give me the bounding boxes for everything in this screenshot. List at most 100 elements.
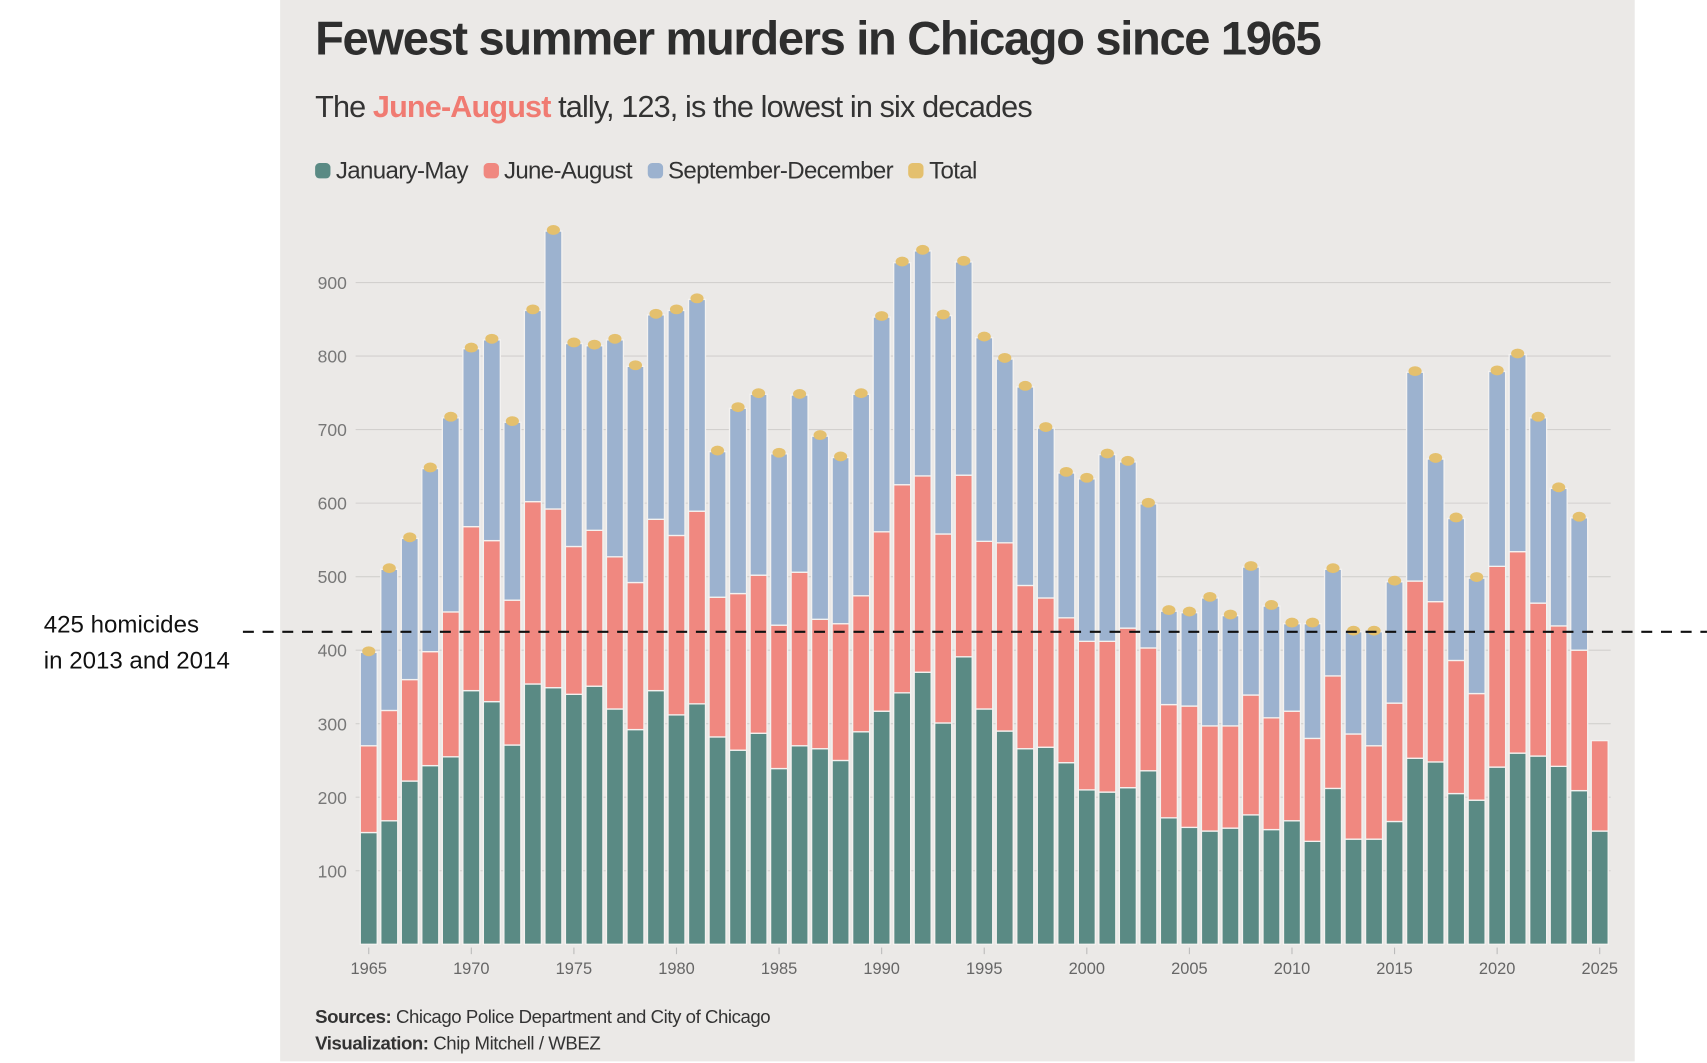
total-dot	[1121, 455, 1135, 466]
total-dot	[567, 337, 581, 348]
total-dot	[1059, 466, 1073, 477]
bar-september-december	[1549, 487, 1568, 627]
bar-january-may	[1241, 814, 1261, 945]
bar-september-december	[1118, 461, 1137, 629]
bar-january-may	[1405, 757, 1425, 945]
bar-june-august	[1549, 625, 1568, 768]
bar-january-may	[1323, 787, 1343, 945]
bar-january-may	[790, 745, 809, 945]
bar-june-august	[544, 508, 563, 689]
bar-september-december	[1016, 386, 1035, 587]
y-tick-label: 900	[318, 273, 347, 293]
bar-january-may	[544, 687, 563, 945]
bar-january-may	[995, 730, 1014, 945]
y-tick-label: 400	[318, 641, 347, 661]
total-dot	[813, 430, 827, 441]
sources-text: Chicago Police Department and City of Ch…	[391, 1006, 771, 1028]
bar-june-august	[790, 571, 809, 747]
bar-june-august	[872, 531, 891, 712]
bar-january-may	[646, 689, 666, 945]
bar-september-december	[585, 345, 604, 531]
bar-june-august	[1057, 617, 1076, 764]
legend-item-january-may: January-May	[315, 156, 468, 184]
total-dot	[1326, 563, 1340, 574]
legend-item-september-december: September-December	[647, 156, 894, 184]
bar-january-may	[1570, 789, 1589, 945]
bar-june-august	[441, 611, 460, 758]
bar-june-august	[400, 678, 419, 782]
bar-june-august	[1180, 705, 1199, 829]
bar-september-december	[851, 393, 871, 597]
total-dot	[546, 225, 560, 235]
bar-june-august	[975, 540, 994, 710]
x-tick-label: 2000	[1069, 960, 1106, 978]
bar-june-august	[1570, 649, 1589, 792]
bar-june-august	[1529, 602, 1548, 757]
y-tick-label: 600	[318, 494, 347, 514]
total-dot	[382, 563, 396, 574]
total-dot	[957, 255, 971, 266]
bar-january-may	[1159, 817, 1179, 945]
bar-june-august	[1221, 725, 1240, 829]
bar-january-may	[1344, 838, 1363, 945]
legend-label: June-August	[503, 156, 633, 184]
bar-june-august	[893, 484, 912, 694]
total-dot	[526, 304, 540, 315]
bar-june-august	[1200, 725, 1220, 832]
y-tick-label: 500	[318, 567, 347, 587]
bar-september-december	[646, 314, 666, 520]
bar-september-december	[1364, 631, 1384, 747]
footer-visualization: Visualization: Chip Mitchell / WBEZ	[315, 1033, 601, 1055]
sources-label: Sources:	[315, 1006, 392, 1028]
total-dot	[1141, 497, 1155, 508]
bar-january-may	[1529, 755, 1548, 945]
total-dot	[916, 244, 930, 255]
bar-june-august	[769, 624, 789, 770]
bar-june-august	[1241, 694, 1261, 816]
bar-september-december	[1098, 453, 1117, 643]
bar-january-may	[1098, 791, 1117, 945]
legend-item-total: Total	[908, 156, 977, 184]
bar-september-december	[462, 348, 481, 528]
subtitle-highlight: June-August	[372, 89, 551, 124]
bar-september-december	[1385, 581, 1404, 704]
total-dot	[936, 309, 950, 320]
annotation-line1: 425 homicides	[43, 610, 200, 638]
x-tick-label: 1980	[658, 960, 695, 978]
bar-september-december	[728, 407, 748, 595]
total-dot	[875, 311, 889, 321]
y-tick-label: 800	[318, 347, 347, 367]
bar-january-may	[893, 692, 912, 945]
bar-june-august	[995, 542, 1014, 732]
bar-september-december	[810, 435, 830, 620]
bar-september-december	[995, 358, 1014, 544]
total-dot	[649, 308, 663, 319]
bar-january-may	[667, 714, 686, 945]
total-dot	[1223, 609, 1237, 620]
bar-january-may	[1426, 761, 1445, 945]
bar-september-december	[831, 456, 850, 625]
bar-june-august	[913, 475, 932, 673]
bar-january-may	[1549, 765, 1568, 945]
bar-june-august	[1590, 739, 1609, 832]
total-dot	[1470, 572, 1484, 582]
bar-january-may	[1303, 840, 1322, 945]
bar-june-august	[1467, 692, 1486, 801]
total-dot	[1552, 482, 1566, 493]
bar-september-december	[1426, 458, 1445, 603]
bar-june-august	[380, 709, 399, 822]
bar-september-december	[1200, 597, 1220, 727]
bar-january-may	[1262, 828, 1281, 945]
bar-september-december	[1467, 577, 1486, 695]
footer-sources: Sources: Chicago Police Department and C…	[315, 1006, 771, 1029]
bar-june-august	[708, 596, 727, 738]
bar-september-december	[934, 314, 953, 535]
total-dot	[403, 532, 417, 543]
x-tick-label: 2010	[1274, 960, 1311, 978]
legend-swatch	[908, 163, 924, 179]
total-dot	[1387, 575, 1402, 586]
bar-january-may	[1282, 820, 1302, 945]
bar-january-may	[810, 748, 830, 945]
bar-january-may	[564, 693, 584, 945]
